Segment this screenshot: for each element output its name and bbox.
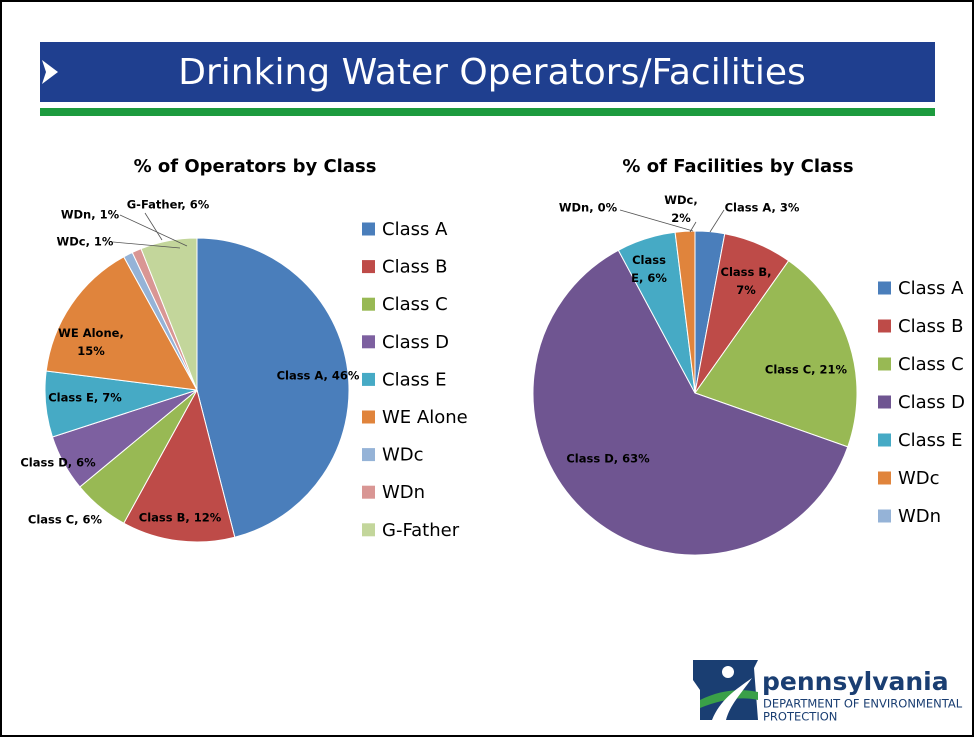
legend-label: Class A xyxy=(382,219,448,240)
legend-swatch xyxy=(878,357,891,371)
logo-name: pennsylvania xyxy=(762,667,949,696)
legend-swatch xyxy=(362,260,375,274)
data-label: G-Father, 6% xyxy=(127,198,210,212)
data-label: Class C, 21% xyxy=(765,363,848,377)
pie-slice xyxy=(45,256,198,391)
data-label: Class B, 12% xyxy=(139,511,222,525)
title-arrow xyxy=(42,60,58,84)
legend-swatch xyxy=(878,433,891,447)
legend-swatch xyxy=(362,485,375,499)
data-label: Class E, 6% xyxy=(631,253,667,285)
legend-label: WDc xyxy=(898,468,940,489)
legend-swatch xyxy=(878,319,891,333)
legend-swatch xyxy=(362,297,375,311)
slide-title: Drinking Water Operators/Facilities xyxy=(178,52,805,93)
legend-label: Class E xyxy=(898,430,962,451)
logo-line: DEPARTMENT OF ENVIRONMENTAL xyxy=(763,697,963,711)
legend-label: WE Alone xyxy=(382,407,468,428)
legend-swatch xyxy=(362,448,375,462)
logo-line: PROTECTION xyxy=(763,710,837,724)
data-label: Class A, 46% xyxy=(277,369,360,383)
leader-line xyxy=(112,241,181,249)
legend-swatch xyxy=(878,509,891,523)
legend-swatch xyxy=(878,281,891,295)
legend-label: Class E xyxy=(382,369,446,390)
chart-title: % of Operators by Class xyxy=(134,156,377,177)
pie-slice xyxy=(532,249,849,556)
legend-label: Class B xyxy=(898,316,963,337)
data-label: Class E, 7% xyxy=(48,391,122,405)
legend-label: Class D xyxy=(382,332,449,353)
data-label: Class D, 63% xyxy=(566,452,650,466)
data-label: Class A, 3% xyxy=(725,201,800,215)
leader-line xyxy=(619,209,694,232)
data-label: WDc, 2% xyxy=(664,193,697,225)
legend-label: G-Father xyxy=(382,520,460,541)
legend-label: Class C xyxy=(382,294,448,315)
data-label: WDc, 1% xyxy=(57,235,114,249)
pie-slice xyxy=(694,260,858,448)
logo-icon xyxy=(693,660,758,720)
legend-swatch xyxy=(362,372,375,386)
legend-label: WDc xyxy=(382,445,424,466)
pie-slice xyxy=(196,237,350,538)
legend-swatch xyxy=(362,523,375,537)
chart-title: % of Facilities by Class xyxy=(622,156,853,177)
legend-label: WDn xyxy=(382,482,425,503)
data-label: WDn, 1% xyxy=(61,208,120,222)
title-bar xyxy=(40,42,935,102)
legend-label: Class D xyxy=(898,392,965,413)
legend-swatch xyxy=(878,395,891,409)
data-label: Class B, 7% xyxy=(721,265,772,297)
legend-swatch xyxy=(362,335,375,349)
leader-line xyxy=(689,221,697,233)
pie-slice xyxy=(123,388,236,543)
legend-label: Class B xyxy=(382,257,447,278)
legend-swatch xyxy=(362,410,375,424)
legend-label: Class A xyxy=(898,278,964,299)
pie-slice xyxy=(140,237,198,391)
leader-line xyxy=(119,214,188,247)
data-label: Class D, 6% xyxy=(20,456,96,470)
legend-swatch xyxy=(362,222,375,236)
legend-label: WDn xyxy=(898,506,941,527)
data-label: WE Alone, 15% xyxy=(58,326,124,358)
legend-swatch xyxy=(878,471,891,485)
title-stripe xyxy=(40,108,935,116)
data-label: WDn, 0% xyxy=(559,201,618,215)
legend-label: Class C xyxy=(898,354,964,375)
data-label: Class C, 6% xyxy=(28,513,103,527)
leader-line xyxy=(709,209,725,233)
leader-line xyxy=(144,212,163,241)
